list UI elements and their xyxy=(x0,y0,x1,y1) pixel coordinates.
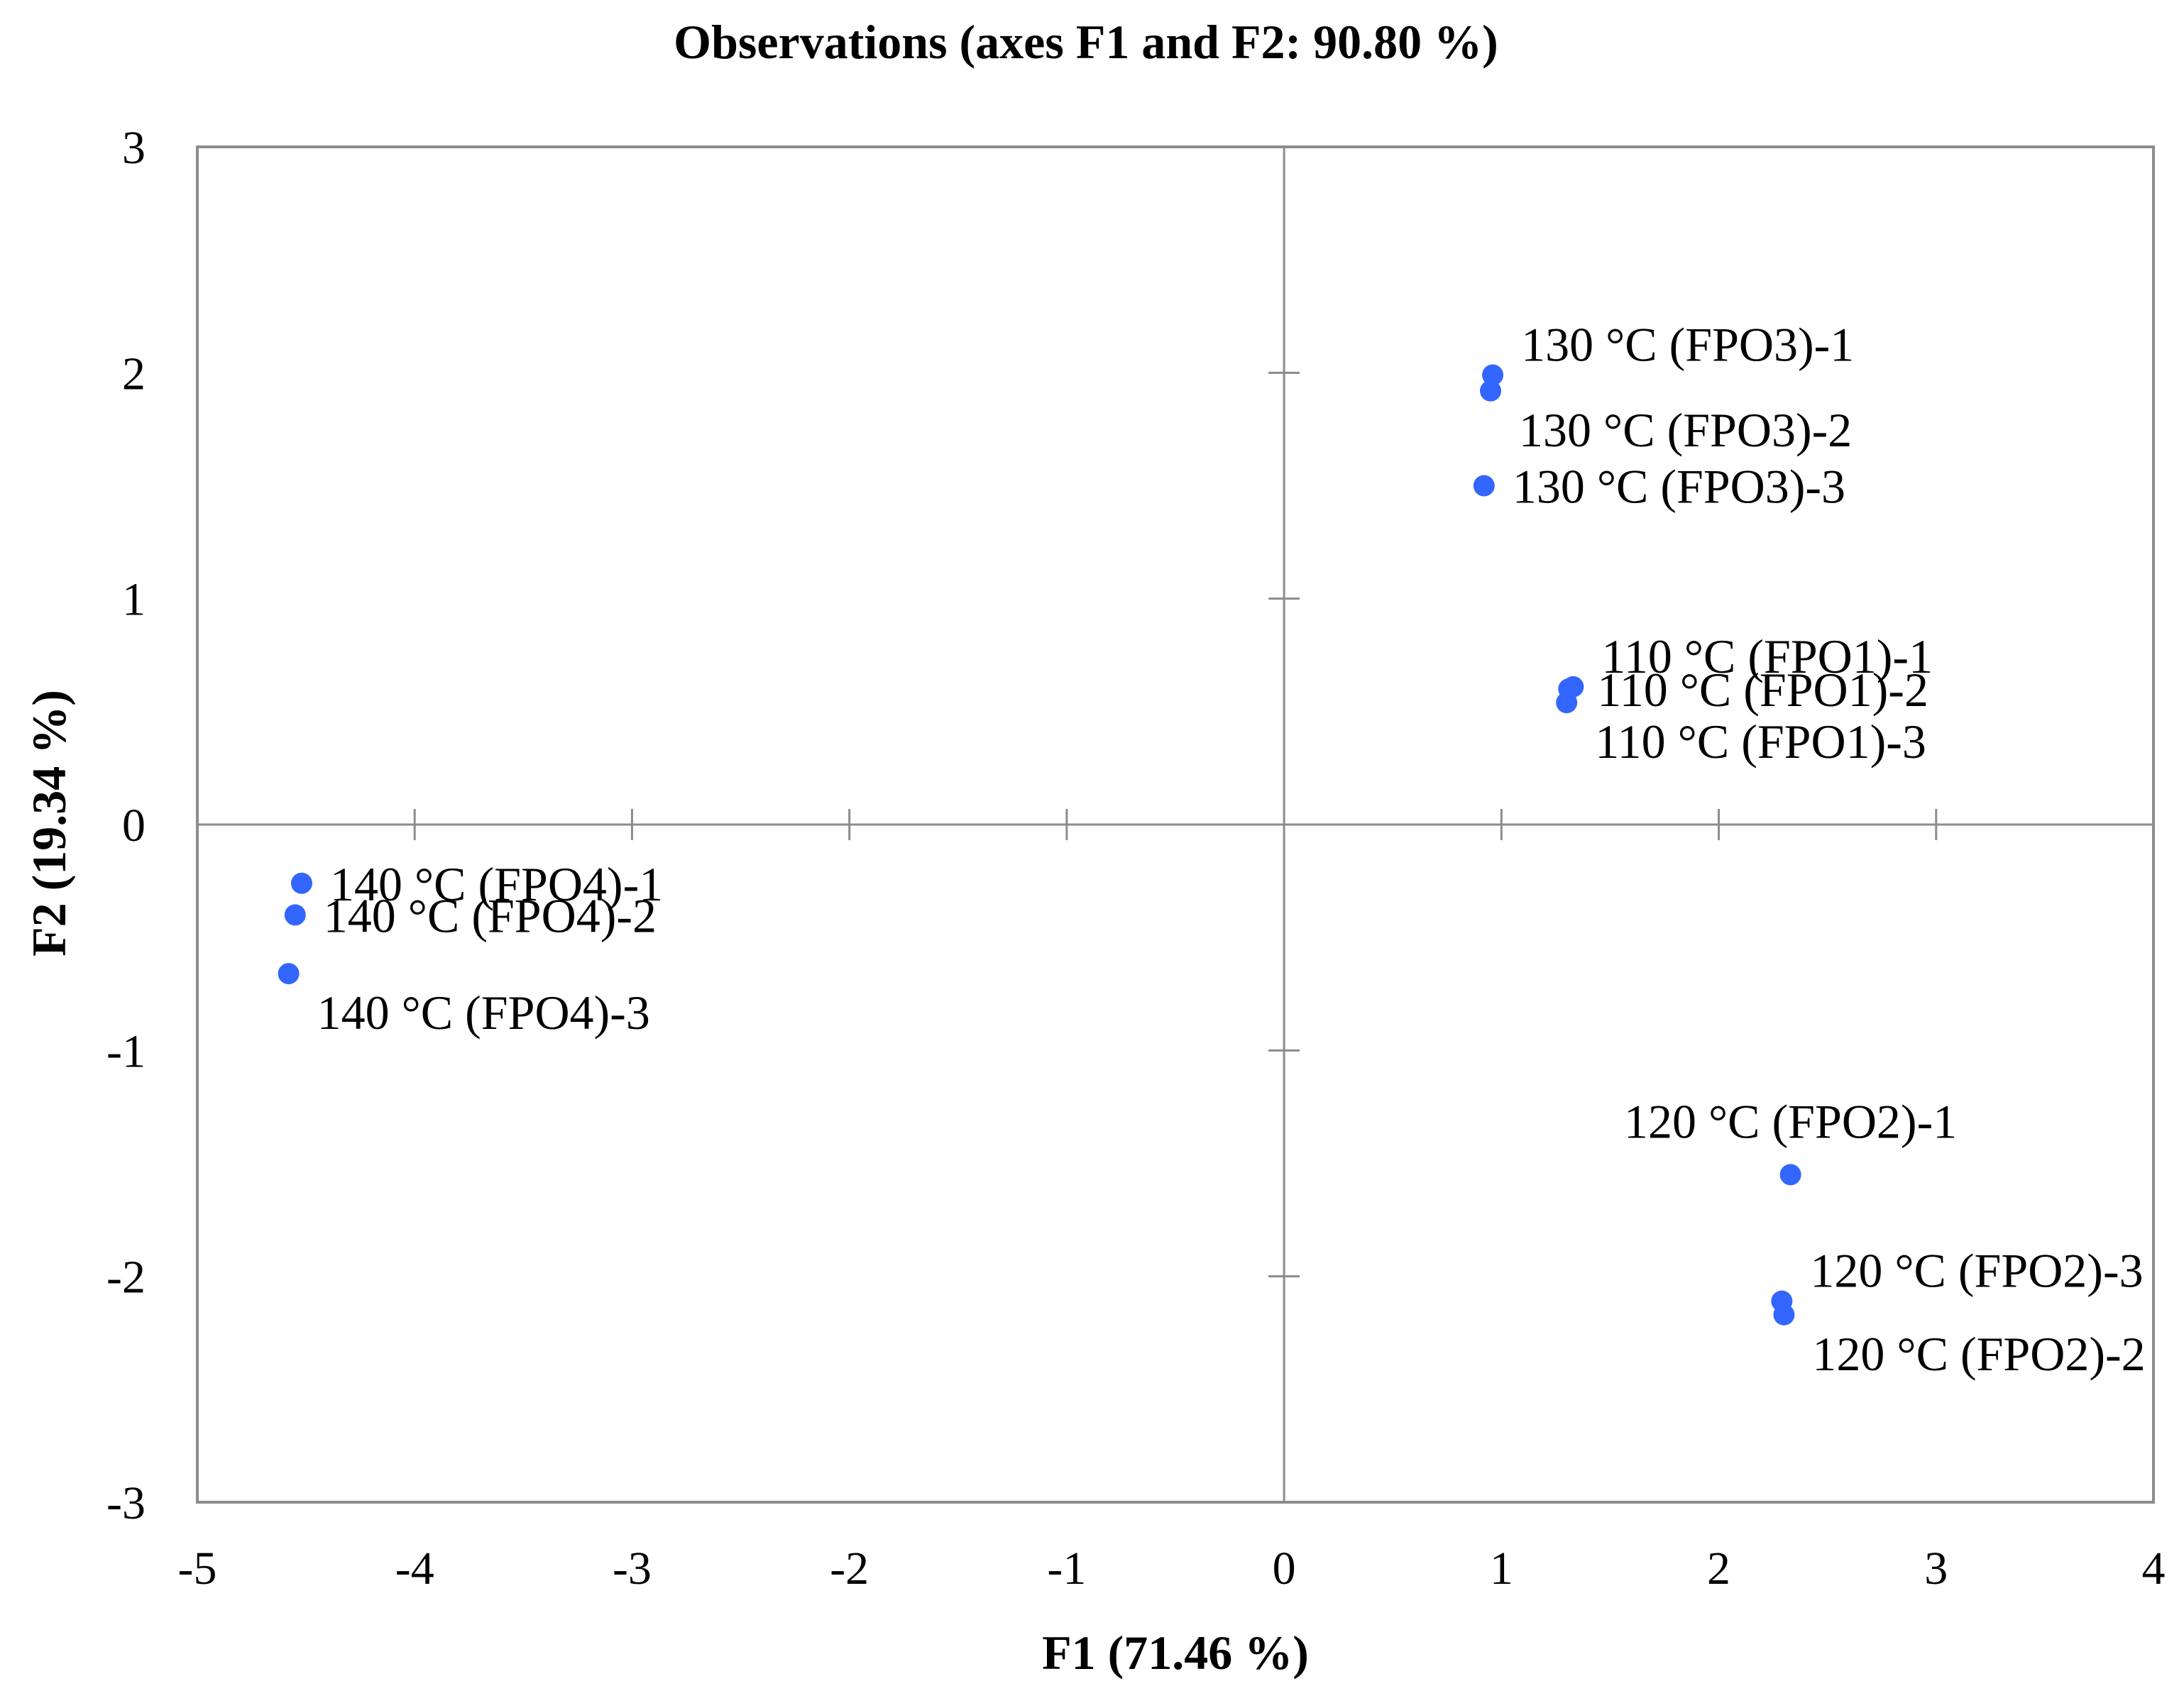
y-tick-label: 3 xyxy=(122,122,146,174)
x-tick-label: -4 xyxy=(395,1543,434,1594)
y-tick-label: -2 xyxy=(106,1252,146,1304)
x-tick-label: -2 xyxy=(830,1543,869,1594)
data-point-label: 140 °C (FPO4)-3 xyxy=(317,986,650,1040)
data-point-label: 140 °C (FPO4)-2 xyxy=(324,888,657,942)
y-axis-title: F2 (19.34 %) xyxy=(22,690,76,957)
x-tick-label: 0 xyxy=(1273,1543,1296,1594)
y-tick-labels: -3 -2 -1 0 1 2 3 xyxy=(106,122,146,1529)
x-tick-label: -1 xyxy=(1047,1543,1086,1594)
data-point xyxy=(1480,380,1502,402)
data-point-label: 120 °C (FPO2)-1 xyxy=(1624,1094,1957,1148)
x-tick-label: -3 xyxy=(613,1543,652,1594)
y-tick-label: 1 xyxy=(122,574,146,626)
data-point-label: 130 °C (FPO3)-1 xyxy=(1521,318,1854,372)
data-point-label: 140 °C (FPO4)-1 xyxy=(330,857,663,911)
data-point xyxy=(284,904,306,926)
data-point-label: 130 °C (FPO3)-2 xyxy=(1519,403,1852,457)
x-tick-label: 1 xyxy=(1490,1543,1513,1594)
data-points xyxy=(278,364,1801,1326)
y-tick-label: -1 xyxy=(106,1025,146,1077)
data-point xyxy=(1473,475,1495,497)
data-point xyxy=(1771,1290,1793,1312)
x-tick-label: 3 xyxy=(1924,1543,1948,1594)
y-tick-label: 2 xyxy=(122,348,146,400)
x-tick-label: -5 xyxy=(178,1543,217,1594)
data-point-label: 110 °C (FPO1)-1 xyxy=(1601,629,1933,683)
x-axis-title: F1 (71.46 %) xyxy=(1042,1626,1309,1680)
data-point xyxy=(1779,1164,1801,1186)
x-tick-label: 2 xyxy=(1707,1543,1730,1594)
data-point-label: 120 °C (FPO2)-3 xyxy=(1810,1244,2143,1298)
x-axis-ticks xyxy=(413,809,1938,840)
x-tick-label: 4 xyxy=(2142,1543,2166,1594)
y-tick-label: -3 xyxy=(106,1477,146,1529)
data-point xyxy=(1556,692,1578,714)
data-point-label: 110 °C (FPO1)-3 xyxy=(1595,715,1926,768)
chart-title: Observations (axes F1 and F2: 90.80 %) xyxy=(674,15,1498,69)
data-point-label: 120 °C (FPO2)-2 xyxy=(1812,1327,2145,1381)
y-tick-label: 0 xyxy=(122,800,146,852)
data-point xyxy=(290,872,312,894)
x-tick-labels: -5 -4 -3 -2 -1 0 1 2 3 4 xyxy=(178,1543,2166,1594)
data-point xyxy=(278,963,300,985)
data-point xyxy=(1482,364,1504,386)
data-point-label: 110 °C (FPO1)-2 xyxy=(1597,663,1928,717)
data-point-label: 130 °C (FPO3)-3 xyxy=(1513,460,1845,514)
y-axis-ticks xyxy=(1268,371,1300,1278)
